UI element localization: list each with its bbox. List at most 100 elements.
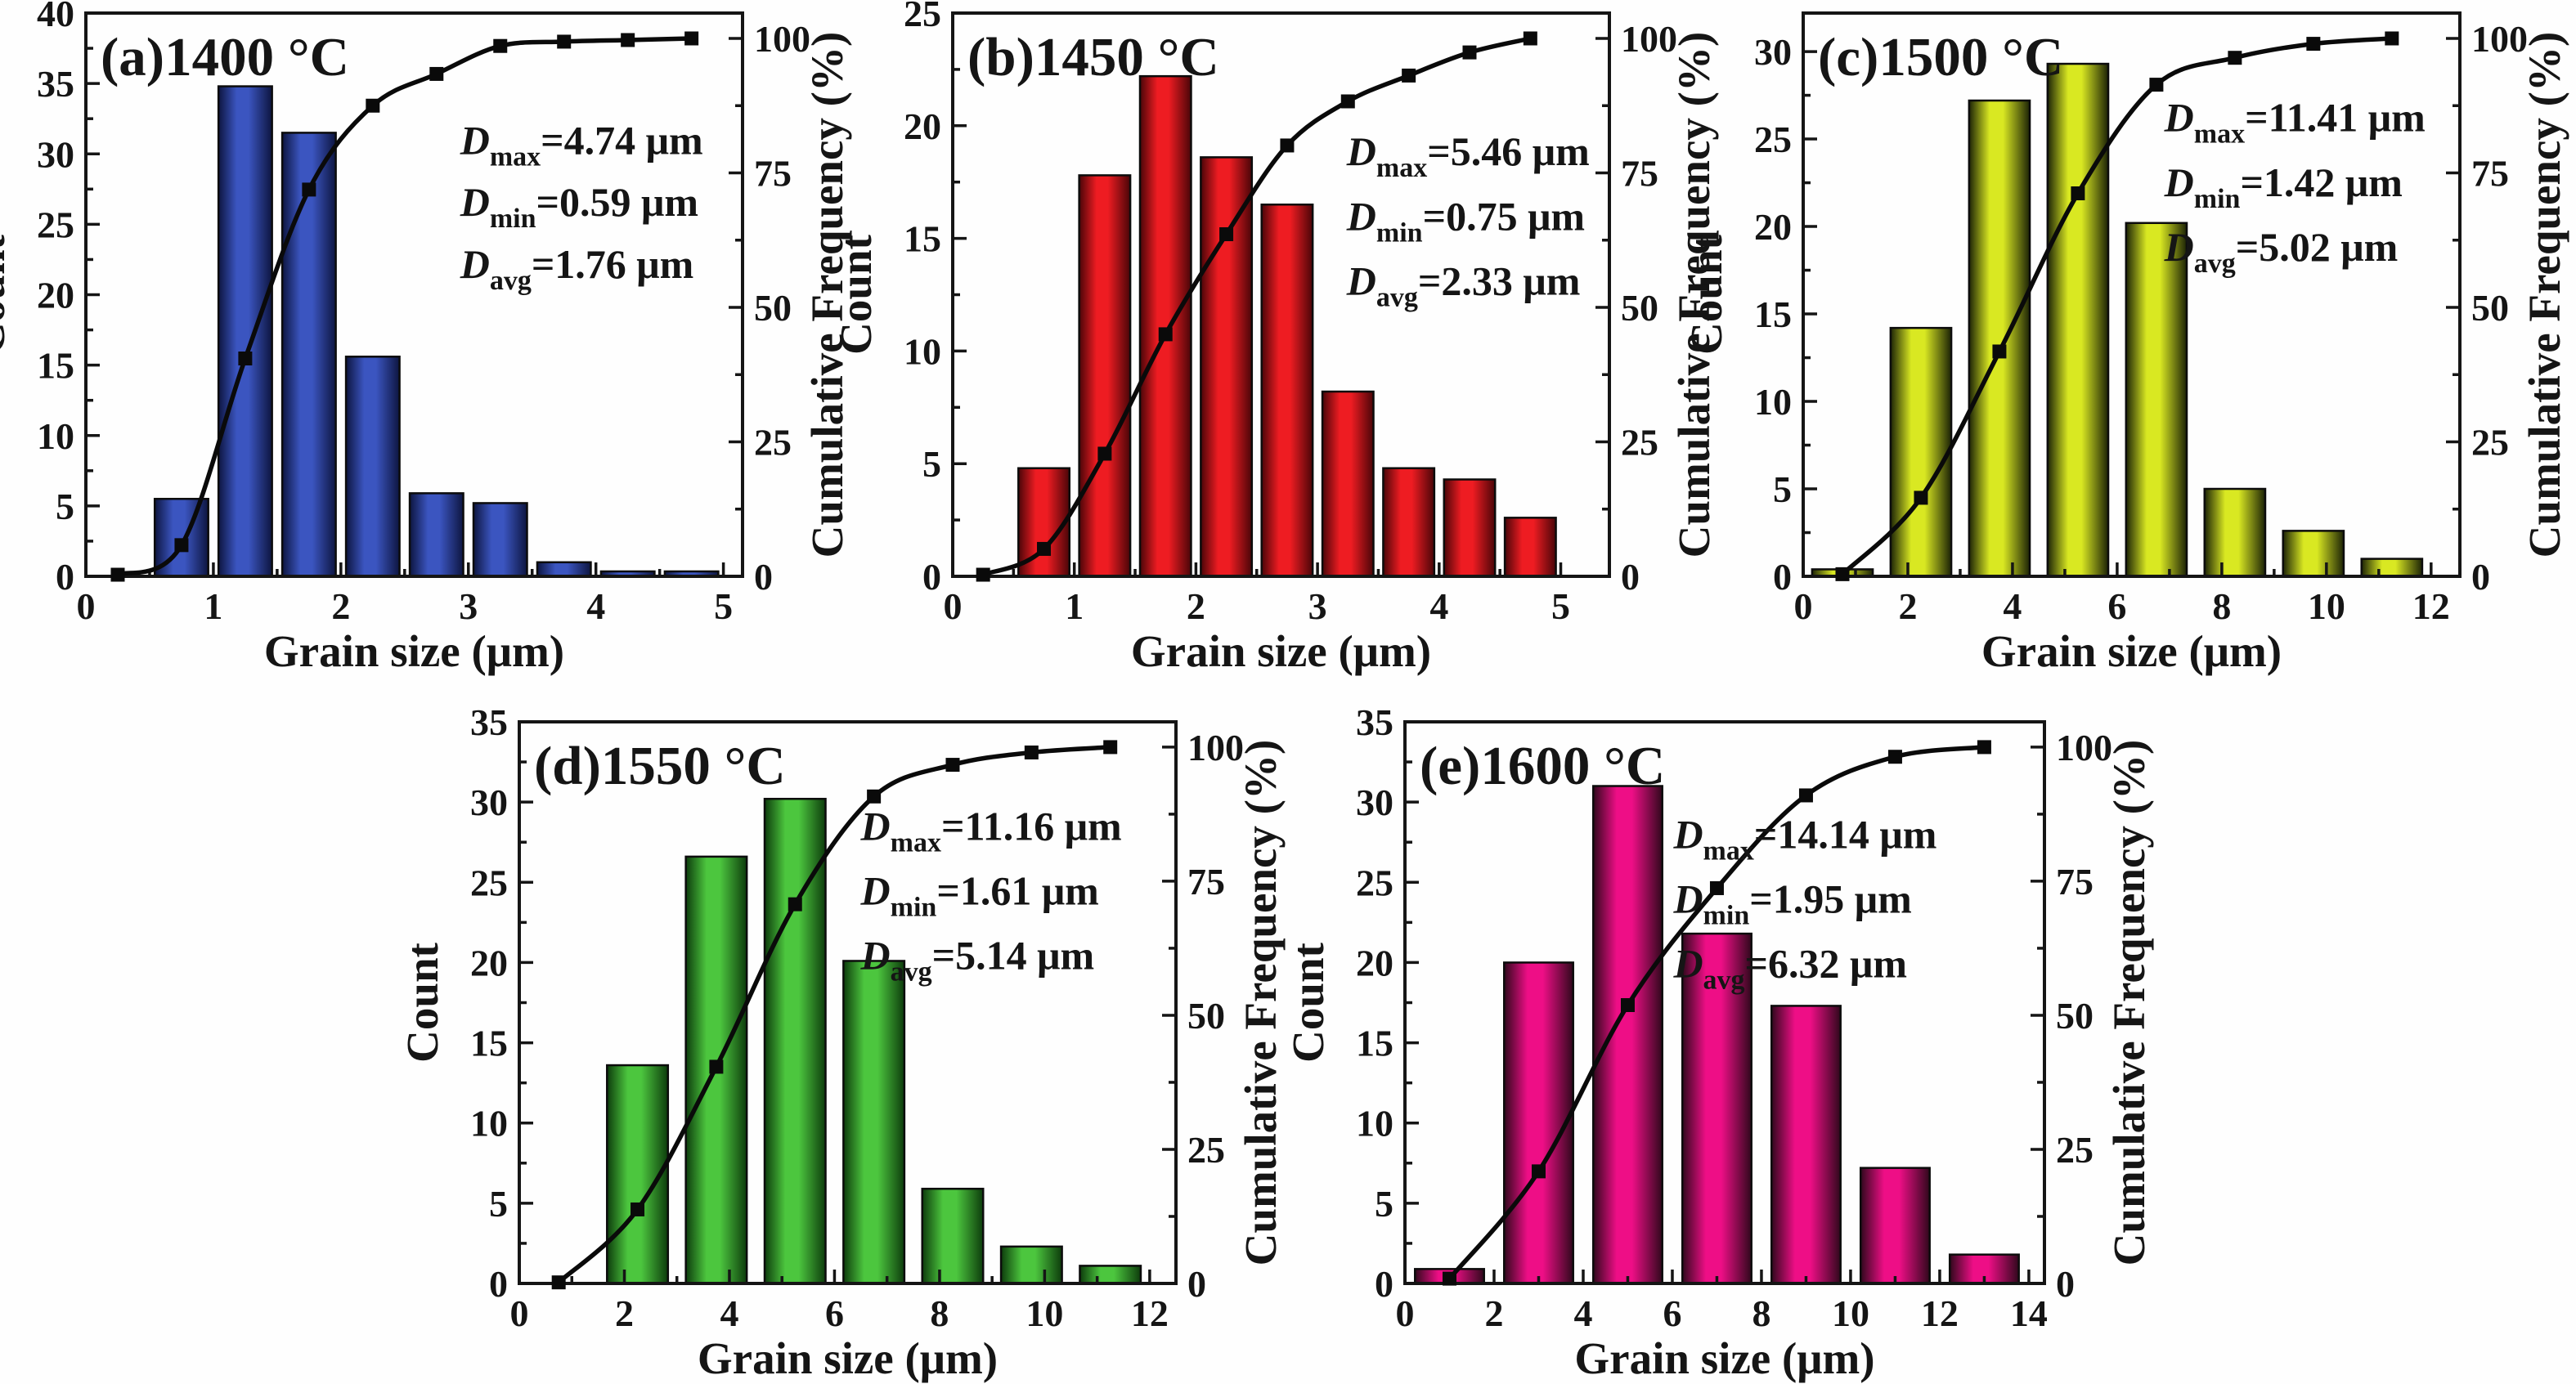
right-tick-label: 25 xyxy=(1187,1129,1225,1171)
cumulative-marker xyxy=(1620,997,1635,1012)
bar xyxy=(536,561,592,578)
y-tick-label: 0 xyxy=(489,1263,508,1305)
right-tick-label: 100 xyxy=(2056,727,2112,768)
x-tick-label: 4 xyxy=(586,585,605,627)
bar xyxy=(2125,222,2188,578)
cumulative-marker xyxy=(631,1202,645,1216)
x-axis-title: Grain size (μm) xyxy=(1981,626,2282,676)
plot-frame xyxy=(84,11,744,578)
right-tick-label: 75 xyxy=(2471,153,2509,195)
y-axis-title-right: Cumulative Frequency (%) xyxy=(2520,32,2569,558)
x-tick-label: 12 xyxy=(1921,1292,1959,1334)
y-tick-label: 5 xyxy=(1773,468,1792,510)
cumulative-marker xyxy=(1523,31,1537,46)
bar xyxy=(1503,517,1557,578)
plot-frame xyxy=(1802,11,2462,578)
y-tick-label: 30 xyxy=(1754,31,1792,73)
y-axis-title-right: Cumulative Frequency (%) xyxy=(802,32,852,558)
bar xyxy=(217,85,273,578)
y-axis-right-ticks: 0 25 50 75 100 xyxy=(2446,18,2528,598)
x-axis-title: Grain size (μm) xyxy=(264,626,564,676)
y-tick-label: 25 xyxy=(1356,862,1393,903)
bar xyxy=(1079,1265,1142,1285)
y-tick-label: 0 xyxy=(1375,1263,1393,1305)
cumulative-marker xyxy=(1442,1271,1456,1286)
annotation-davg: Davg=2.33 μm xyxy=(1346,258,1581,313)
y-tick-label: 25 xyxy=(37,204,74,245)
annotation-dmin: Dmin=1.95 μm xyxy=(1672,876,1911,931)
x-tick-label: 2 xyxy=(331,585,350,627)
x-tick-label: 2 xyxy=(615,1292,634,1334)
bar xyxy=(1260,204,1314,578)
bar xyxy=(2203,487,2267,578)
chart-panel-e: 0 2 4 6 8 10 12 14051015202530350255075100(e)16… xyxy=(1283,701,2154,1383)
right-tick-label: 50 xyxy=(1187,995,1225,1037)
panel-title: (e)1600 °C xyxy=(1420,736,1665,796)
bar xyxy=(1591,785,1663,1285)
y-tick-label: 5 xyxy=(1375,1183,1393,1225)
y-tick-label: 30 xyxy=(1356,782,1393,823)
y-tick-label: 0 xyxy=(56,556,74,598)
x-tick-label: 2 xyxy=(1898,585,1917,627)
cumulative-marker xyxy=(1977,740,1991,755)
right-tick-label: 50 xyxy=(1621,287,1658,329)
right-tick-label: 50 xyxy=(2056,995,2094,1037)
bars-group xyxy=(1017,74,1557,578)
x-tick-label: 10 xyxy=(1025,1292,1063,1334)
x-tick-label: 12 xyxy=(2412,585,2450,627)
cumulative-marker xyxy=(1914,490,1928,505)
cumulative-markers xyxy=(1835,31,2399,581)
x-axis-ticks: 0 2 4 6 8 10 12 xyxy=(510,1270,1169,1334)
y-tick-label: 15 xyxy=(37,345,74,387)
y-tick-label: 10 xyxy=(37,415,74,457)
y-axis-right-ticks: 0 25 50 75 100 xyxy=(729,18,810,598)
x-tick-label: 1 xyxy=(1065,585,1084,627)
x-axis-ticks: 0 2 4 6 8 10 12 14 xyxy=(1396,1270,2048,1334)
cumulative-marker xyxy=(1024,745,1039,759)
y-tick-label: 15 xyxy=(1754,293,1792,335)
bar xyxy=(999,1245,1063,1285)
y-axis-title-right: Cumulative Frequency (%) xyxy=(1236,740,1286,1266)
x-tick-label: 4 xyxy=(1573,1292,1592,1334)
x-tick-label: 1 xyxy=(204,585,222,627)
y-tick-label: 15 xyxy=(904,218,941,260)
bar xyxy=(1770,1005,1842,1285)
bar xyxy=(1443,478,1497,578)
right-tick-label: 100 xyxy=(754,18,810,60)
annotations-group: Dmax=14.14 μm Dmin=1.95 μm Davg=6.32 μm xyxy=(1672,812,1936,996)
cumulative-marker xyxy=(2071,186,2085,201)
y-axis-title-right: Cumulative Frequency (%) xyxy=(2104,740,2154,1266)
y-tick-label: 35 xyxy=(1356,701,1393,743)
panel-title: (b)1450 °C xyxy=(967,27,1219,87)
cumulative-marker xyxy=(366,98,380,113)
chart-panel-a: 0 1 2 3 4 505101520253035400255075100(a)1400 … xyxy=(0,0,852,676)
right-tick-label: 75 xyxy=(2056,861,2094,903)
right-tick-label: 0 xyxy=(1187,1263,1206,1305)
bar xyxy=(408,492,464,578)
right-tick-label: 100 xyxy=(1621,18,1677,60)
annotations-group: Dmax=11.16 μm Dmin=1.61 μm Davg=5.14 μm xyxy=(860,803,1122,987)
cumulative-marker xyxy=(1340,94,1355,109)
x-tick-label: 0 xyxy=(510,1292,529,1334)
cumulative-curve xyxy=(115,36,694,577)
x-axis-title: Grain size (μm) xyxy=(698,1333,998,1383)
chart-panel-d: 0 2 4 6 8 10 12 0 5 10 15 20 25 30 35 0 25 50 75 100 (d)1550… xyxy=(397,701,1286,1383)
cumulative-marker xyxy=(976,567,990,582)
y-tick-label: 5 xyxy=(489,1183,508,1225)
y-tick-label: 30 xyxy=(37,133,74,175)
cumulative-marker xyxy=(238,352,253,366)
annotations-group: Dmax=4.74 μm Dmin=0.59 μm Davg=1.76 μm xyxy=(460,117,703,296)
bar xyxy=(1382,467,1436,578)
annotation-davg: Davg=6.32 μm xyxy=(1672,941,1907,996)
y-tick-label: 20 xyxy=(470,942,508,983)
annotations-group: Dmax=11.41 μm Dmin=1.42 μm Davg=5.02 μm xyxy=(2164,95,2426,279)
cumulative-marker xyxy=(684,31,699,46)
y-tick-label: 0 xyxy=(922,556,941,598)
cumulative-marker xyxy=(1709,880,1724,895)
y-tick-label: 10 xyxy=(904,330,941,372)
cumulative-markers xyxy=(976,31,1537,582)
y-tick-label: 25 xyxy=(904,0,941,34)
right-tick-label: 0 xyxy=(2056,1263,2075,1305)
